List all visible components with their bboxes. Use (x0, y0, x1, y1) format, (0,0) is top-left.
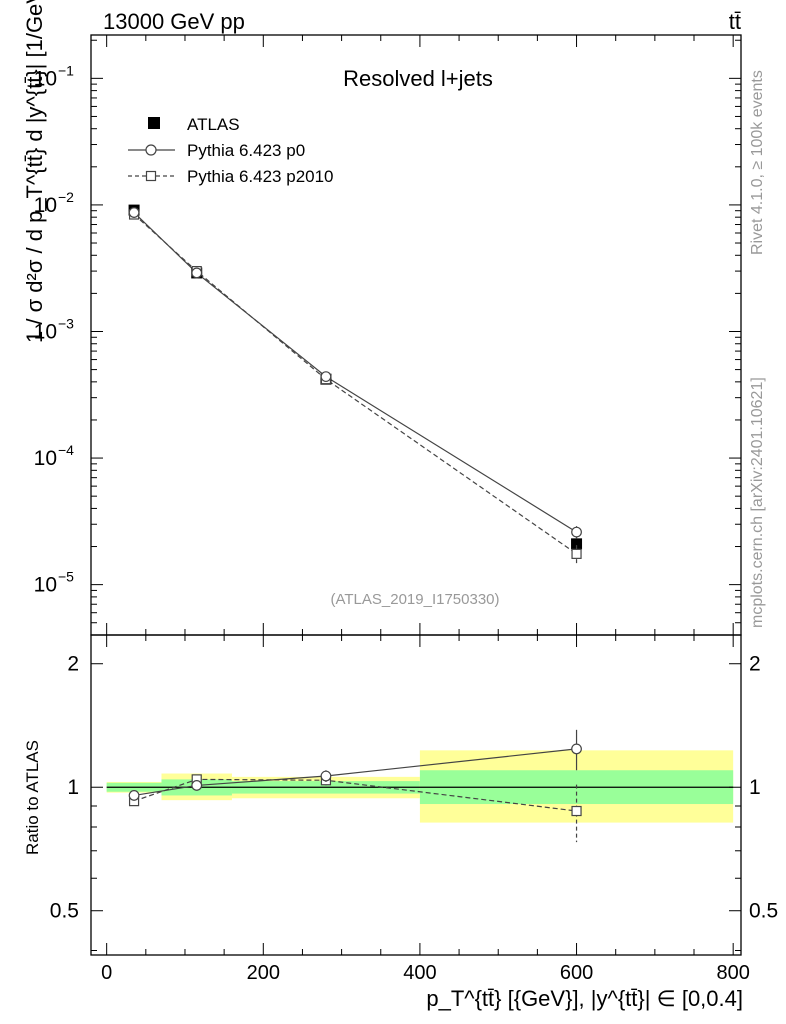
main-pythia-p0-point (128, 207, 140, 218)
rivet-label: Rivet 4.1.0, ≥ 100k events (749, 70, 766, 255)
ratio-panel-frame (90, 634, 742, 956)
main-pythia-p0-point (571, 526, 582, 538)
ratio-pythia-p0-point (128, 790, 140, 801)
chart-title: Resolved l+jets (343, 66, 493, 91)
legend-item-pythia-p0: Pythia 6.423 p0 (128, 141, 305, 160)
ratio-pythia-p0-point (571, 743, 582, 755)
ratio-pythia-p0-point (320, 770, 332, 782)
main-y-tick-label: 10 (34, 320, 57, 343)
legend-label-pythia-p0: Pythia 6.423 p0 (187, 141, 305, 160)
x-tick-label: 600 (560, 962, 593, 984)
legend-item-pythia-p2010: Pythia 6.423 p2010 (128, 167, 334, 186)
mcplots-label: mcplots.cern.ch [arXiv:2401.10621] (749, 377, 766, 628)
main-data-point (571, 538, 583, 550)
legend-marker-pythia-p2010 (145, 170, 157, 182)
main-pythia-p2010-point (571, 548, 582, 559)
main-y-tick-exponent: −3 (58, 315, 74, 331)
legend-label-atlas: ATLAS (187, 115, 240, 134)
main-y-tick-exponent: −5 (58, 569, 74, 585)
ratio-y-tick-label-right: 0.5 (749, 900, 778, 923)
legend-marker-atlas (148, 117, 160, 129)
legend-item-atlas: ATLAS (148, 115, 240, 134)
main-y-tick-label: 10 (34, 447, 57, 470)
main-line-pythia-p2010 (133, 214, 577, 555)
main-y-tick-exponent: −2 (58, 189, 74, 205)
ratio-y-tick-label: 2 (67, 653, 79, 676)
ratio-y-tick-label: 0.5 (50, 900, 79, 923)
main-y-tick-label: 10 (34, 574, 57, 597)
ratio-line-pythia-p2010 (133, 778, 577, 812)
ratio-y-tick-label-right: 2 (749, 653, 761, 676)
main-y-tick-label: 10 (34, 67, 57, 90)
main-y-tick-exponent: −4 (58, 442, 74, 458)
ratio-y-tick-label: 1 (67, 776, 79, 799)
ratio-pythia-p0-point (191, 780, 203, 791)
legend-label-pythia-p2010: Pythia 6.423 p2010 (187, 167, 334, 186)
main-line-pythia-p0 (133, 212, 577, 533)
main-pythia-p0-point (320, 371, 332, 383)
x-tick-label: 0 (101, 962, 112, 984)
x-axis-label: p_T^{tt̄} [{GeV}], |y^{tt̄}| ∈ [0,0.4] (426, 986, 743, 1011)
x-tick-label: 800 (716, 962, 749, 984)
legend-marker-pythia-p0 (145, 144, 157, 156)
x-tick-label: 400 (403, 962, 436, 984)
ratio-panel-marks (128, 729, 582, 843)
x-tick-label: 200 (247, 962, 280, 984)
main-pythia-p0-point (191, 267, 203, 279)
ratio-y-axis-label: Ratio to ATLAS (23, 740, 42, 855)
main-y-tick-exponent: −1 (58, 62, 74, 78)
ratio-y-tick-label-right: 1 (749, 776, 761, 799)
process-label: tt̄ (729, 9, 741, 34)
energy-label: 13000 GeV pp (103, 9, 245, 34)
watermark-label: (ATLAS_2019_I1750330) (330, 591, 499, 608)
ratio-pythia-p2010-point (571, 805, 582, 817)
main-y-tick-label: 10 (34, 194, 57, 217)
main-y-axis-label: 1 / σ d²σ / d p_T^{tt̄} d |y^{tt̄}| [1/G… (22, 0, 47, 343)
main-panel-marks (128, 204, 583, 565)
legend: ATLAS Pythia 6.423 p0 Pythia 6.423 p2010 (128, 115, 334, 186)
